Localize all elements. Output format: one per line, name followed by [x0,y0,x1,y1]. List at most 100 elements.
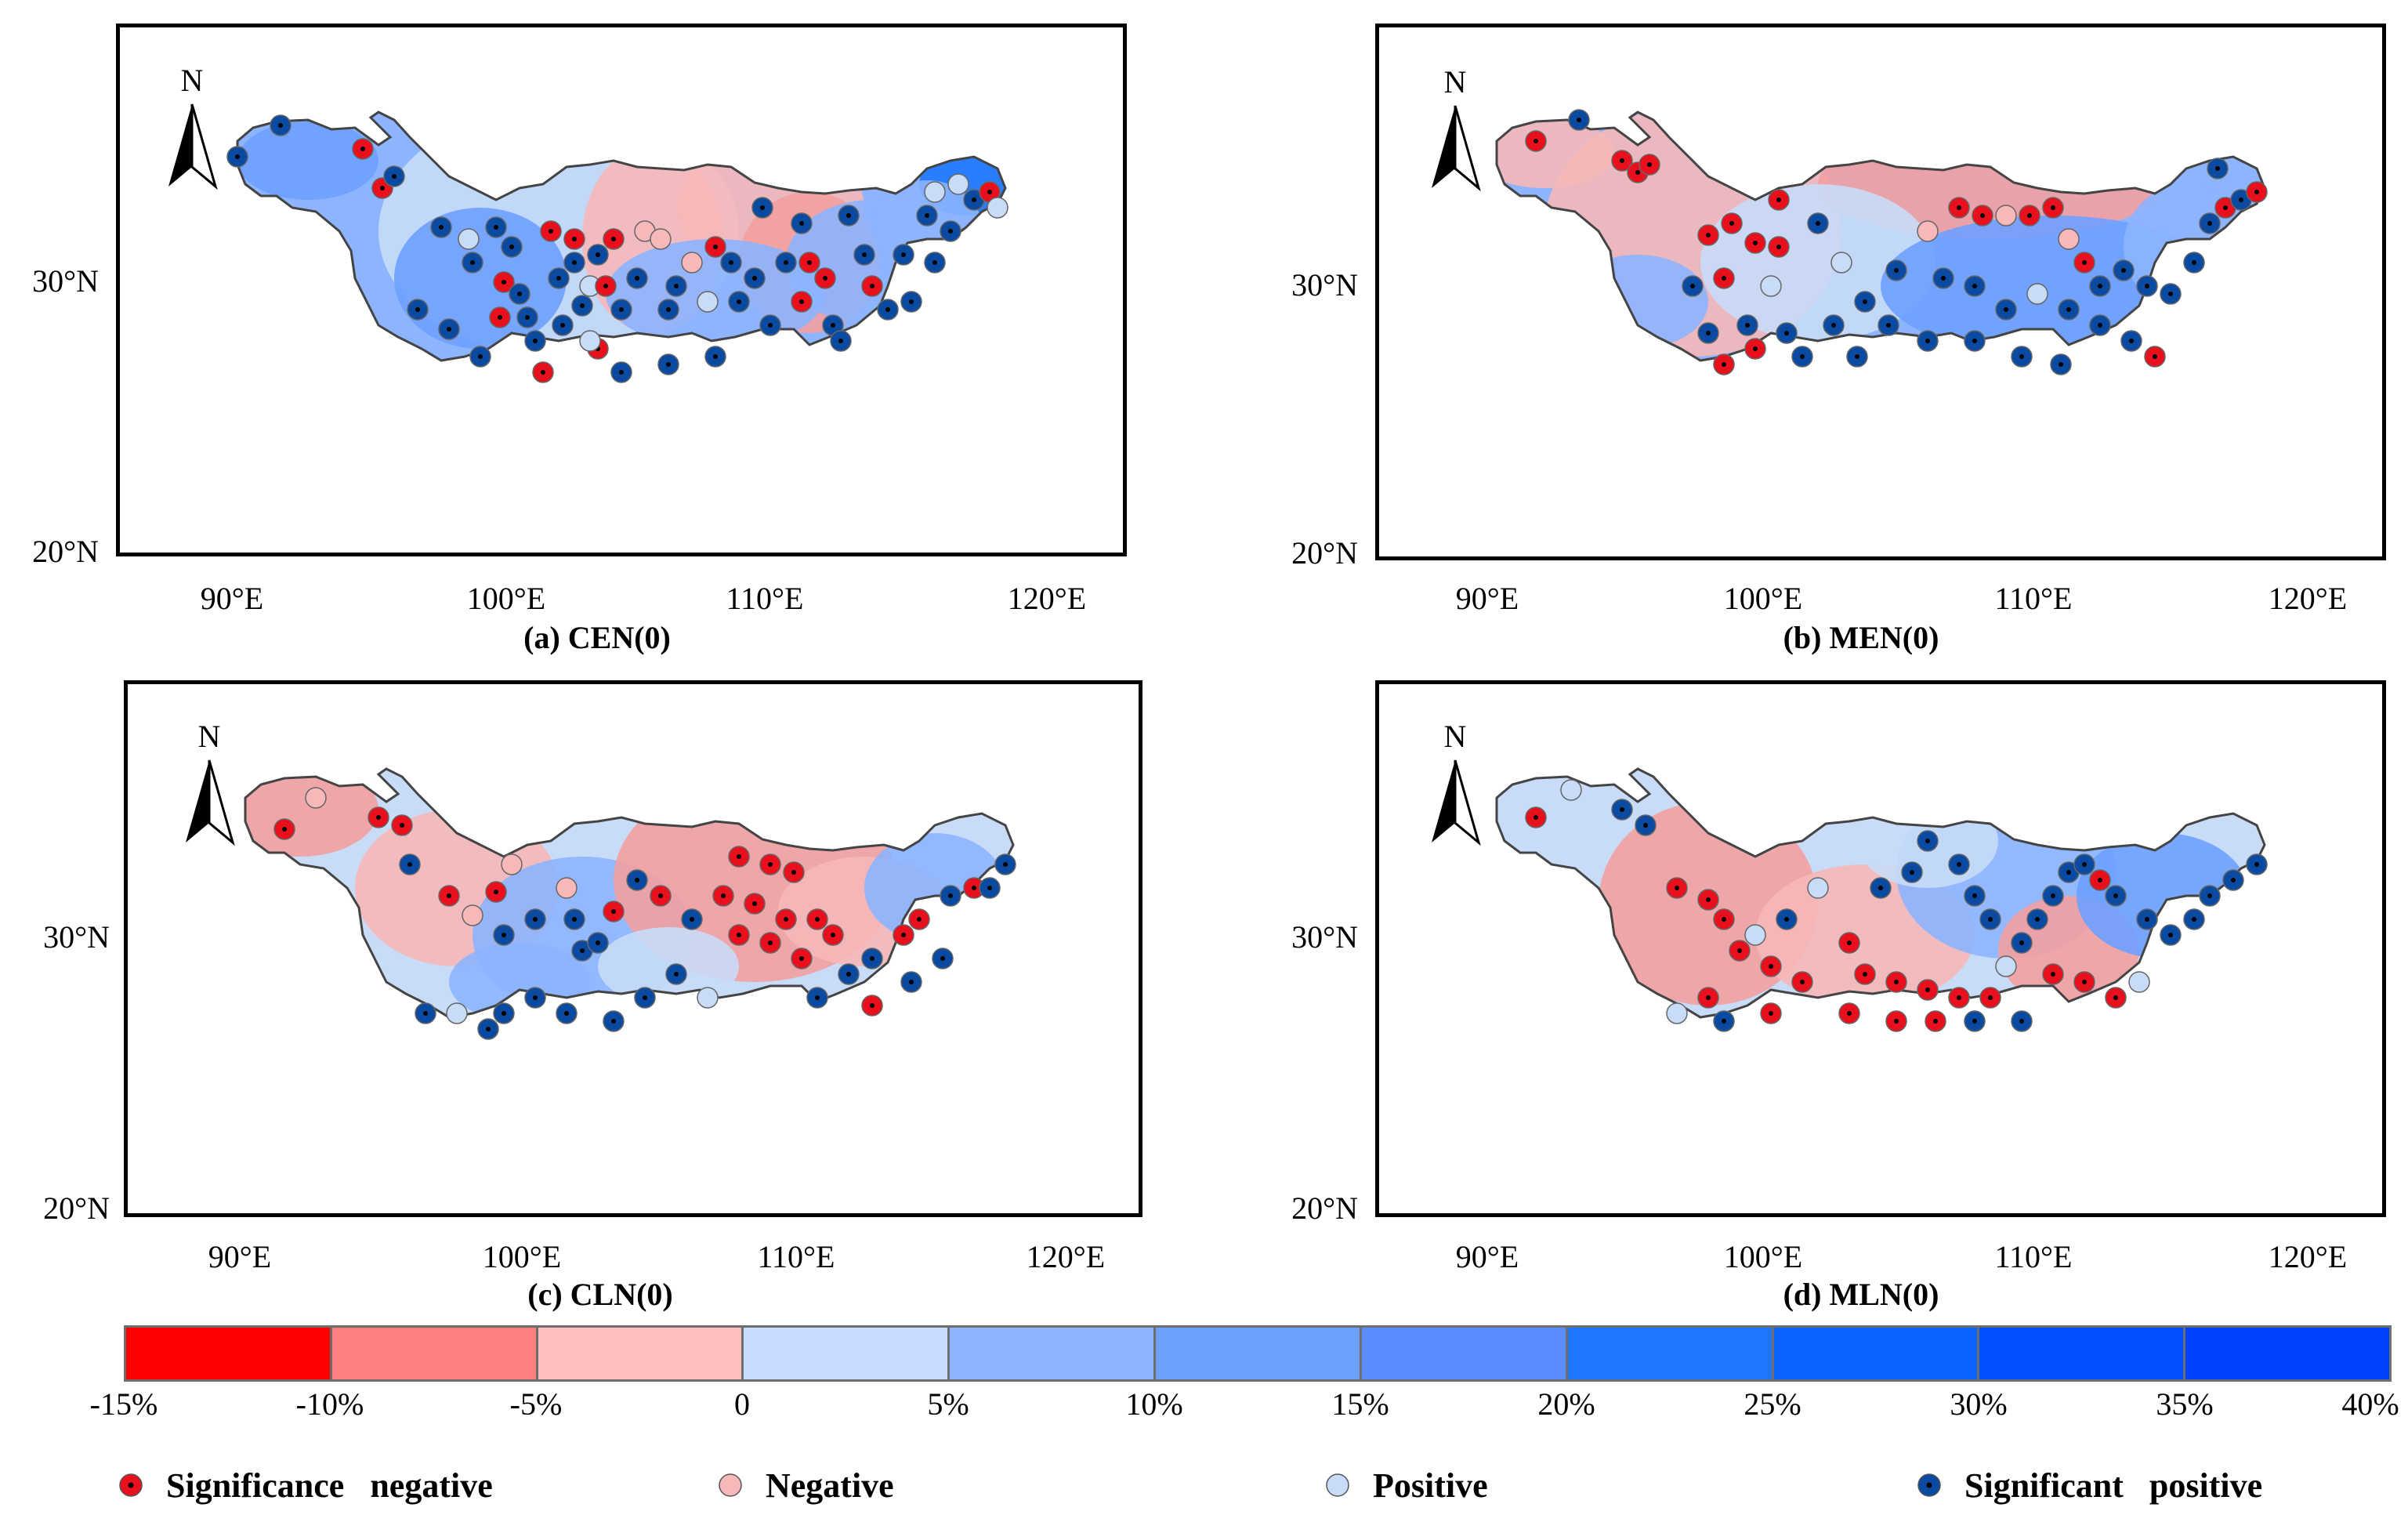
station-marker-center [1800,980,1805,984]
colorbar-tick: -5% [509,1386,563,1422]
station-marker-center [987,190,992,194]
station-marker-center [972,886,976,890]
station-marker-center [1972,339,1977,343]
station-marker [1744,924,1766,946]
station-marker-center [1722,362,1726,367]
sig-positive-dot-icon [1916,1472,1943,1498]
station-marker-center [721,893,726,898]
colorbar-box [741,1325,951,1382]
map-canvas [226,111,1008,383]
station-marker-center [917,917,922,922]
station-marker-center [940,956,945,961]
station-marker-center [2019,1019,2024,1024]
station-marker-center [2192,917,2196,922]
lon-label-120: 120°E [2268,581,2348,616]
station-marker-center [1933,1019,1938,1024]
station-marker-center [987,886,992,890]
station-marker-center [838,339,843,343]
legend-item-positive: Positive [1324,1462,1488,1509]
station-marker-center [1003,862,1008,867]
legend-label: Negative [766,1466,894,1505]
station-marker-center [603,284,608,288]
fill-zone [1700,184,1935,341]
station-marker-center [2254,862,2259,867]
station-marker-center [2192,260,2196,265]
lon-label-100: 100°E [466,581,546,616]
station-marker-center [2051,972,2055,977]
station-marker-center [2215,166,2220,171]
fill-zone [598,927,739,1006]
colorbar-tick: -15% [89,1386,158,1422]
map-frame [116,24,1127,556]
station-marker-center [423,1011,428,1016]
station-marker-center [392,174,397,179]
station-marker-center [948,893,953,898]
fill-zone [237,121,378,200]
station-marker-center [823,276,827,281]
station-marker-center [1941,276,1946,281]
svg-text:N: N [198,719,221,754]
station-marker-center [2113,995,2118,1000]
station-marker-center [658,893,663,898]
station-marker-center [235,154,240,159]
station-marker-center [862,252,867,257]
station-marker-center [1753,346,1758,351]
station-marker [947,173,969,195]
station-marker-center [713,245,718,249]
station-marker-center [1534,815,1538,820]
station-marker-center [2098,878,2102,882]
station-marker-center [674,972,679,977]
station-marker-center [1643,823,1648,828]
lon-label-120: 120°E [2268,1239,2348,1274]
fill-zone [1497,118,1614,188]
station-marker-center [932,260,937,265]
station-marker-center [1620,158,1624,163]
station-marker-center [517,292,522,296]
station-marker-center [1706,897,1711,902]
svg-text:N: N [1444,719,1467,754]
station-marker-center [925,213,929,218]
station-marker-center [494,225,498,230]
station-marker-center [2121,268,2126,273]
colorbar-tick: 15% [1331,1386,1389,1422]
station-marker-center [2129,339,2134,343]
station-marker-center [846,213,851,218]
station-marker-center [1800,354,1805,359]
map-canvas [244,767,1016,1040]
legend-item-sig-negative: Significance negative [118,1462,493,1509]
station-marker-center [635,276,639,281]
station-marker [1666,1002,1688,1024]
station-marker-center [533,917,538,922]
station-marker-center [799,299,804,304]
station-marker-center [2066,307,2071,312]
lon-label-120: 120°E [1007,581,1087,616]
station-marker-center [1980,213,1985,218]
station-marker-center [478,354,483,359]
colorbar [124,1325,2392,1382]
lat-label-20: 20°N [43,1190,110,1226]
legend-label: Significant positive [1964,1466,2263,1505]
station-marker [501,853,523,875]
station-marker [1760,275,1782,297]
station-marker [458,228,480,250]
station-marker-center [1706,331,1711,335]
station-marker-center [1776,197,1781,202]
station-marker-center [486,1027,491,1031]
station-marker-center [619,370,624,375]
station-marker-center [596,252,600,257]
station-marker-center [2066,870,2071,875]
station-marker-center [1847,1011,1852,1016]
svg-text:N: N [181,63,204,98]
station-marker [446,1002,468,1024]
station-marker-center [807,260,812,265]
station-marker-center [2082,260,2087,265]
station-marker-center [713,354,718,359]
fill-zone [1497,769,1646,853]
station-marker-center [2098,284,2102,288]
station-marker-center [1635,170,1640,175]
station-marker-center [2082,980,2087,984]
station-marker-center [1878,886,1883,890]
station-marker-center [2027,213,2032,218]
station-marker-center [1784,331,1789,335]
lat-label-20: 20°N [1291,535,1358,571]
